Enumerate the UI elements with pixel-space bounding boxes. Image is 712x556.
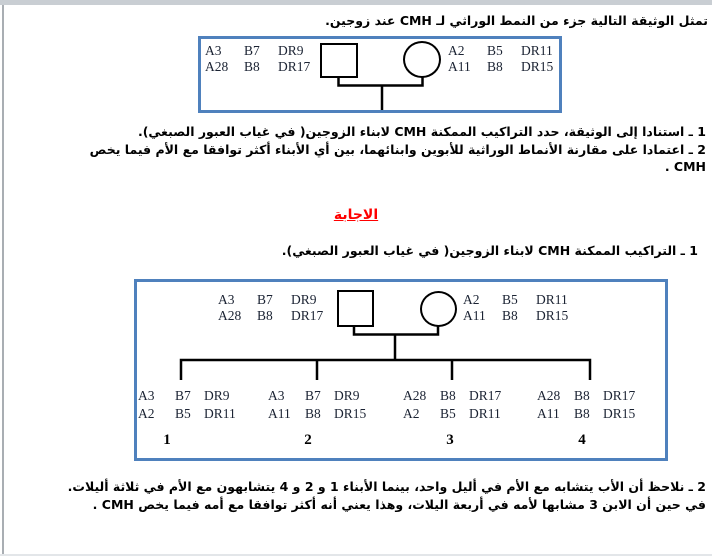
allele-dr: DR15 — [536, 307, 569, 323]
allele-b: B8 — [574, 388, 590, 403]
allele-dr: DR17 — [278, 58, 311, 74]
mother-symbol — [420, 291, 457, 327]
answer-pedigree-box: A3 B7 DR9 A28 B8 DR17 A2 B5 DR11 A11 B8 DR15 A3 B… — [134, 279, 668, 461]
allele-dr: DR11 — [469, 405, 501, 421]
allele-dr: DR17 — [291, 307, 324, 323]
window-bottom-border — [0, 554, 712, 556]
allele-a: A28 — [403, 388, 427, 403]
allele-dr: DR11 — [536, 292, 568, 307]
allele-b: B8 — [244, 58, 260, 74]
allele-b: B8 — [305, 405, 321, 421]
allele-a: A2 — [138, 405, 155, 421]
allele-dr: DR15 — [521, 58, 554, 74]
allele-b: B5 — [487, 43, 503, 58]
haplotype-row: A11 B8 DR15 — [268, 405, 366, 423]
pedigree-connector-lines — [179, 325, 592, 380]
window-top-border — [0, 0, 712, 5]
allele-dr: DR11 — [204, 405, 236, 421]
allele-dr: DR9 — [204, 388, 230, 403]
child-3-number: 3 — [446, 432, 454, 448]
allele-b: B7 — [175, 388, 191, 403]
haplotype-row: A28 B8 DR17 — [403, 387, 501, 405]
child-2-number: 2 — [304, 432, 312, 448]
allele-dr: DR17 — [603, 388, 636, 403]
mother-haplotypes: A2 B5 DR11 A11 B8 DR15 — [448, 43, 553, 74]
allele-b: B7 — [244, 43, 260, 58]
haplotype-row: A2 B5 DR11 — [448, 43, 553, 59]
document-pedigree-box: A3 B7 DR9 A28 B8 DR17 A2 B5 DR11 A11 B8 DR15 — [198, 36, 562, 113]
allele-dr: DR9 — [291, 292, 317, 307]
allele-a: A3 — [138, 388, 155, 403]
father-symbol — [337, 290, 374, 327]
allele-a: A11 — [448, 58, 471, 74]
allele-a: A3 — [218, 292, 235, 307]
allele-a: A3 — [268, 388, 285, 403]
allele-b: B8 — [502, 307, 518, 323]
allele-b: B5 — [175, 405, 191, 421]
allele-a: A28 — [537, 388, 561, 403]
father-symbol — [320, 43, 358, 78]
allele-a: A11 — [463, 307, 486, 323]
allele-dr: DR9 — [278, 43, 304, 58]
allele-b: B8 — [574, 405, 590, 421]
haplotype-row: A11 B8 DR15 — [537, 405, 635, 423]
questions-block: 1 ـ استنادا إلى الوثيقة، حدد التراكيب ال… — [90, 123, 706, 176]
allele-a: A2 — [463, 292, 480, 307]
allele-a: A28 — [205, 58, 229, 74]
allele-a: A28 — [218, 307, 242, 323]
question-1: 1 ـ استنادا إلى الوثيقة، حدد التراكيب ال… — [137, 124, 706, 139]
allele-b: B7 — [305, 388, 321, 403]
question-2: 2 ـ اعتمادا على مقارنة الأنماط الوراثية … — [89, 141, 706, 157]
allele-b: B8 — [257, 307, 273, 323]
allele-b: B8 — [440, 388, 456, 403]
answer-heading: الاجابة — [333, 207, 379, 223]
haplotype-row: A2 B5 DR11 — [463, 292, 568, 308]
allele-b: B5 — [502, 292, 518, 307]
haplotype-row: A2 B5 DR11 — [138, 405, 236, 423]
child-1-haplotypes: A3 B7 DR9 A2 B5 DR11 — [138, 387, 236, 422]
haplotype-row: A28 B8 DR17 — [537, 387, 635, 405]
allele-dr: DR15 — [603, 405, 636, 421]
question-2-continuation: CMH . — [664, 159, 706, 174]
haplotype-row: A3 B7 DR9 — [138, 387, 236, 405]
haplotype-row: A2 B5 DR11 — [403, 405, 501, 423]
conclusion-line-2: في حين أن الابن 3 مشابها لأمه في أربعة ا… — [92, 496, 706, 512]
father-haplotypes: A3 B7 DR9 A28 B8 DR17 — [218, 292, 323, 323]
child-2-haplotypes: A3 B7 DR9 A11 B8 DR15 — [268, 387, 366, 422]
allele-a: A3 — [205, 43, 222, 58]
allele-b: B8 — [487, 58, 503, 74]
allele-a: A11 — [537, 405, 560, 421]
haplotype-row: A11 B8 DR15 — [463, 308, 568, 324]
allele-b: B7 — [257, 292, 273, 307]
answer-1-title: 1 ـ التراكيب الممكنة CMH لابناء الزوجين(… — [281, 243, 698, 258]
haplotype-row: A28 B8 DR17 — [205, 59, 310, 75]
mother-haplotypes: A2 B5 DR11 A11 B8 DR15 — [463, 292, 568, 323]
child-3-haplotypes: A28 B8 DR17 A2 B5 DR11 — [403, 387, 501, 422]
conclusion-line-1: 2 ـ نلاحظ أن الأب يتشابه مع الأم في أليل… — [67, 479, 706, 494]
allele-dr: DR9 — [334, 388, 360, 403]
child-1-number: 1 — [163, 432, 171, 448]
pedigree-connector-lines — [337, 75, 424, 110]
mother-symbol — [403, 41, 441, 78]
conclusion-block: 2 ـ نلاحظ أن الأب يتشابه مع الأم في أليل… — [68, 478, 706, 513]
haplotype-row: A3 B7 DR9 — [268, 387, 366, 405]
allele-a: A11 — [268, 405, 291, 421]
window-left-border — [2, 5, 4, 556]
haplotype-row: A28 B8 DR17 — [218, 308, 323, 324]
haplotype-row: A3 B7 DR9 — [205, 43, 310, 59]
child-4-number: 4 — [578, 432, 586, 448]
allele-dr: DR15 — [334, 405, 367, 421]
allele-b: B5 — [440, 405, 456, 421]
allele-dr: DR11 — [521, 43, 553, 58]
haplotype-row: A11 B8 DR15 — [448, 59, 553, 75]
father-haplotypes: A3 B7 DR9 A28 B8 DR17 — [205, 43, 310, 74]
allele-a: A2 — [448, 43, 465, 58]
haplotype-row: A3 B7 DR9 — [218, 292, 323, 308]
allele-a: A2 — [403, 405, 420, 421]
allele-dr: DR17 — [469, 388, 502, 403]
intro-text: تمثل الوثيقة التالية جزء من النمط الوراث… — [325, 13, 708, 28]
child-4-haplotypes: A28 B8 DR17 A11 B8 DR15 — [537, 387, 635, 422]
